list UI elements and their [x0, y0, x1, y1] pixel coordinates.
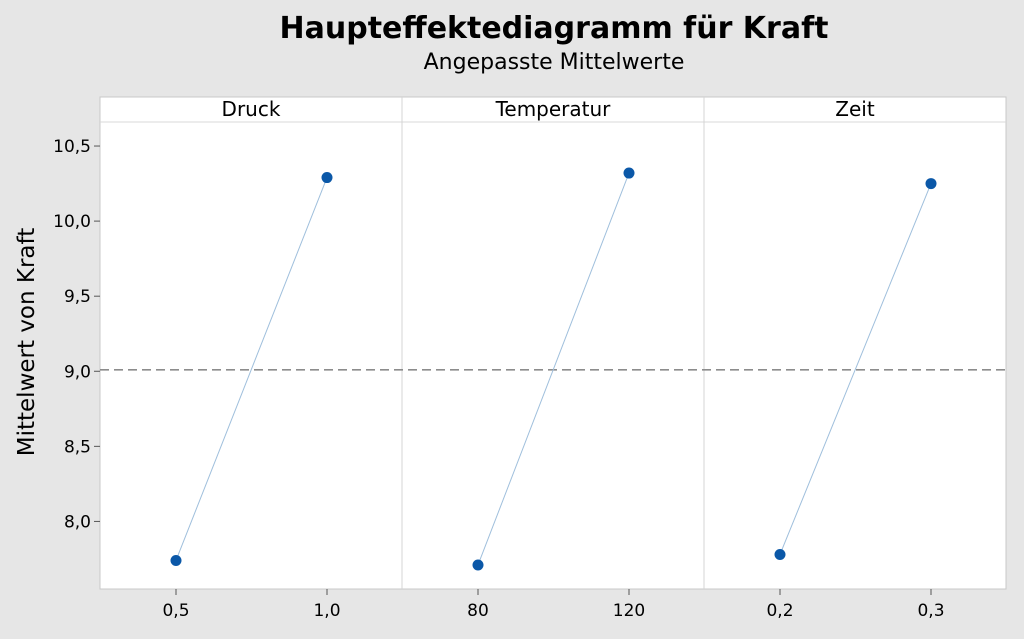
- x-tick-label: 80: [467, 601, 489, 621]
- x-tick-label: 0,5: [162, 601, 189, 621]
- chart-title: Haupteffektediagramm für Kraft: [280, 11, 829, 46]
- y-axis-label: Mittelwert von Kraft: [14, 228, 40, 456]
- x-tick-label: 1,0: [313, 601, 340, 621]
- x-tick-label: 0,3: [917, 601, 944, 621]
- data-point: [472, 559, 484, 571]
- panel-label: Druck: [222, 97, 281, 121]
- y-tick-label: 8,0: [64, 512, 91, 532]
- data-point: [925, 178, 937, 190]
- chart-subtitle: Angepasste Mittelwerte: [424, 50, 685, 75]
- y-tick-label: 10,0: [53, 212, 91, 232]
- y-tick-label: 9,0: [64, 362, 91, 382]
- x-tick-label: 0,2: [766, 601, 793, 621]
- plot-area: [99, 96, 1007, 590]
- panel-label: Zeit: [835, 97, 875, 121]
- panel-label: Temperatur: [495, 97, 612, 121]
- effect-line: [477, 172, 630, 566]
- data-point: [774, 548, 786, 560]
- data-point: [321, 172, 333, 184]
- y-tick-label: 9,5: [64, 287, 91, 307]
- y-tick-label: 10,5: [53, 137, 91, 157]
- data-point: [170, 554, 182, 566]
- data-point: [623, 167, 635, 179]
- x-tick-label: 120: [613, 601, 645, 621]
- y-tick-label: 8,5: [64, 437, 91, 457]
- effect-line: [175, 177, 328, 561]
- effect-line: [779, 183, 932, 555]
